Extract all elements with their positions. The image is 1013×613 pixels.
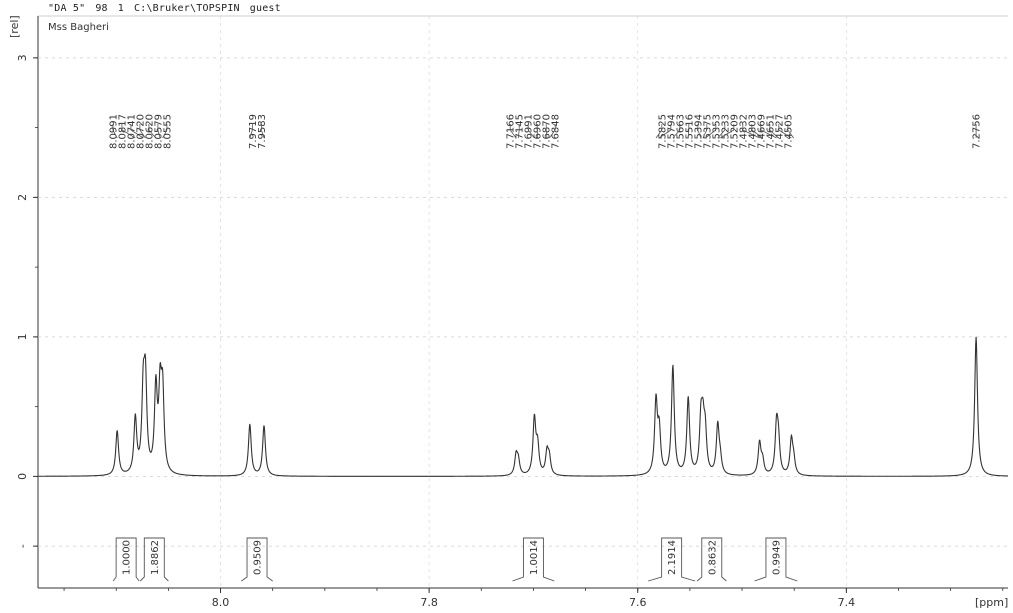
peak-label-leader: [157, 129, 161, 139]
integral-value: 0.9949: [771, 540, 782, 575]
peak-label-leader: [672, 129, 681, 139]
integral-regions: 1.0000 1.8862 0.9509 1.0014 2.1914 0.8632 0.99…: [112, 537, 798, 582]
integral-bracket: [112, 537, 140, 582]
experiment-name: "DA 5": [48, 3, 86, 14]
user-name: guest: [249, 3, 281, 14]
integral-value: 0.8632: [707, 540, 718, 575]
integral-bracket: [512, 537, 555, 582]
y-tick-label: 0: [16, 473, 29, 480]
peak-label-leader: [778, 129, 792, 139]
x-tick-label: 7.8: [420, 596, 438, 609]
peak-label-leader: [548, 129, 556, 139]
peak-label-leader: [249, 129, 253, 139]
peak-label: 7.5516: [684, 114, 695, 149]
peak-label-leader: [760, 129, 777, 139]
peak-label: 7.4669: [756, 114, 767, 149]
peak-label: 8.0817: [117, 114, 128, 149]
peak-label-leader: [112, 129, 118, 139]
y-tick-label: 3: [16, 54, 29, 61]
integral-bracket: [139, 537, 169, 582]
peak-label-leader: [720, 129, 735, 139]
peak-label-leader: [751, 129, 763, 139]
y-tick-label: 2: [16, 194, 29, 201]
peak-label: 7.5353: [711, 114, 722, 149]
spectrum-trace: [38, 336, 1009, 477]
peak-label: 7.5209: [729, 114, 740, 149]
integral-bracket: [754, 537, 798, 582]
peak-label-leader: [655, 129, 663, 139]
peak-label: 7.2756: [972, 114, 983, 149]
peak-label: 7.4651: [765, 114, 776, 149]
peak-label: 7.4832: [738, 114, 749, 149]
experiment-number: 98: [95, 3, 108, 14]
peak-label: 7.5233: [720, 114, 731, 149]
y-tick-label: 1: [16, 333, 29, 340]
peak-label-leader: [687, 129, 690, 139]
peak-label: 7.5794: [666, 114, 677, 149]
peak-label-leader: [517, 129, 520, 139]
peak-label: 7.7145: [515, 114, 526, 149]
integral-value: 2.1914: [667, 540, 678, 575]
y-tick-label: -: [16, 544, 29, 548]
peak-label-leader: [261, 129, 265, 139]
peak-label-leader: [545, 129, 548, 139]
integral-value: 0.9509: [253, 540, 264, 575]
spectrum-header: "DA 5" 98 1 C:\Bruker\TOPSPIN guest: [48, 3, 291, 14]
peak-label: 7.5825: [657, 114, 668, 149]
peak-label-leader: [139, 129, 146, 139]
peak-labels: 8.09918.08178.07418.07208.06208.05798.05…: [108, 114, 982, 149]
processing-number: 1: [117, 3, 125, 14]
x-axis: 8.0 7.8 7.6 7.4: [63, 588, 1004, 609]
integral-value: 1.8862: [150, 540, 161, 575]
peak-label-leader: [148, 129, 157, 139]
y-axis: 3 2 1 0 -: [16, 54, 38, 548]
peak-label-leader: [658, 129, 672, 139]
integral-value: 1.0014: [529, 540, 540, 575]
peak-label-leader: [162, 129, 168, 139]
peak-label: 7.5375: [702, 114, 713, 149]
integral-bracket: [696, 537, 727, 582]
integral-value: 1.0000: [122, 540, 133, 575]
peak-label-leader: [509, 129, 517, 139]
x-axis-label: [ppm]: [975, 596, 1008, 609]
peak-label: 7.9583: [257, 114, 268, 149]
peak-label: 8.0555: [162, 114, 173, 149]
peak-label-leader: [717, 129, 726, 139]
peak-label: 8.0741: [126, 114, 137, 149]
peak-label: 7.4803: [747, 114, 758, 149]
spectrum-line: [38, 336, 1009, 477]
integral-bracket: [648, 537, 696, 582]
sample-label: Mss Bagheri: [48, 22, 109, 33]
y-axis-label: [rel]: [8, 15, 21, 38]
peak-label-leader: [704, 129, 717, 139]
peak-label-leader: [702, 129, 708, 139]
peak-label: 7.6848: [551, 114, 562, 149]
x-tick-label: 7.6: [629, 596, 647, 609]
peak-label-leader: [527, 129, 535, 139]
peak-label-leader: [787, 129, 794, 139]
peak-label-leader: [769, 129, 779, 139]
integral-bracket: [241, 537, 273, 582]
peak-label-leader: [742, 129, 760, 139]
data-path: C:\Bruker\TOPSPIN: [134, 3, 240, 14]
peak-label-leader: [697, 129, 702, 139]
peak-label: 7.9719: [248, 114, 259, 149]
x-tick-label: 8.0: [212, 596, 230, 609]
peak-label-leader: [130, 129, 144, 139]
x-tick-label: 7.4: [838, 596, 856, 609]
plot-frame: [37, 15, 1008, 589]
peak-label-leader: [121, 129, 136, 139]
grid-lines: [38, 16, 1008, 588]
peak-label: 8.0579: [153, 114, 164, 149]
peak-label: 7.5663: [675, 114, 686, 149]
peak-label: 7.6960: [533, 114, 544, 149]
peak-label: 7.6870: [542, 114, 553, 149]
peak-label: 7.4527: [774, 114, 785, 149]
